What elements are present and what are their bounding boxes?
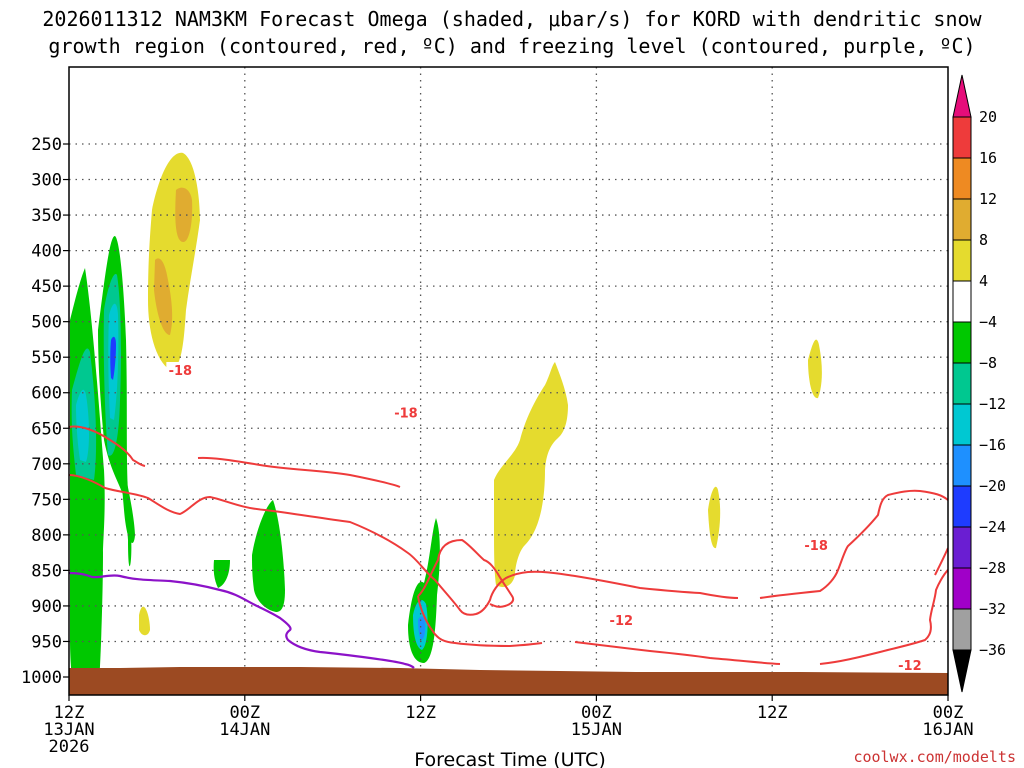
omega-region-cyan-1 (76, 389, 89, 462)
y-tick-label: 850 (31, 561, 62, 581)
colorbar-swatch (952, 239, 972, 282)
colorbar-swatch (952, 157, 972, 200)
x-tick-label: 16JAN (922, 720, 973, 740)
colorbar-swatch (952, 526, 972, 569)
x-tick-label: 12Z (54, 703, 85, 723)
colorbar: 20 16 12 8 4 −4 −8 −12 −16 −20 −24 −28 −32 −36 (952, 74, 1006, 693)
colorbar-swatch (952, 608, 972, 651)
omega-region-orange-2 (154, 258, 173, 335)
colorbar-label: −16 (979, 436, 1006, 454)
colorbar-label: 20 (979, 108, 997, 126)
source-credit: coolwx.com/modelts (853, 748, 1016, 766)
colorbar-label: −28 (979, 559, 1006, 577)
x-tick-label: 00Z (229, 703, 260, 723)
x-tick-label: 00Z (933, 703, 964, 723)
omega-region-yellow-4 (708, 486, 721, 549)
contour-label: -18 (804, 539, 828, 554)
contour-label-background (166, 361, 195, 377)
colorbar-label: 4 (979, 272, 988, 290)
colorbar-swatch (952, 198, 972, 241)
omega-region-yellow-2 (139, 606, 150, 636)
colorbar-label: 16 (979, 149, 997, 167)
x-tick-label: 12Z (757, 703, 788, 723)
omega-region-blue-6 (418, 616, 426, 640)
colorbar-swatch (952, 485, 972, 528)
chart-title-line-1: 2026011312 NAM3KM Forecast Omega (shaded… (42, 7, 982, 31)
colorbar-swatch (952, 116, 972, 159)
contour-label-background (607, 612, 636, 628)
colorbar-label: 12 (979, 190, 997, 208)
colorbar-top-triangle (952, 74, 972, 118)
contour-labels: -18 -18 -18 -12 -12 (166, 361, 924, 674)
dgz-contour-freeze-adjacent (417, 538, 515, 608)
y-tick-label: 450 (31, 277, 62, 297)
y-tick-label: 400 (31, 242, 62, 262)
colorbar-bottom-triangle (952, 649, 972, 693)
contour-label-background (895, 656, 924, 672)
omega-region-green-5 (213, 560, 230, 588)
colorbar-label: −32 (979, 600, 1006, 618)
colorbar-swatch (952, 280, 972, 323)
x-axis-label: Forecast Time (UTC) (414, 749, 605, 768)
contour-label-background (802, 536, 831, 552)
y-tick-label: 1000 (21, 668, 62, 688)
contour-label-background (391, 404, 420, 420)
x-tick-label: 12Z (405, 703, 436, 723)
y-tick-label: 750 (31, 490, 62, 510)
chart-title-line-2: growth region (contoured, red, ºC) and f… (48, 34, 976, 58)
omega-region-green-4 (252, 500, 285, 612)
y-axis-ticks: 250 300 350 400 450 500 550 600 650 700 750 800 850 9… (21, 135, 69, 688)
y-tick-label: 300 (31, 171, 62, 191)
omega-region-orange-1 (175, 187, 193, 243)
colorbar-swatch (952, 444, 972, 487)
dgz-contour-18-lower (69, 474, 948, 616)
colorbar-swatch (952, 403, 972, 446)
colorbar-label: −12 (979, 395, 1006, 413)
x-tick-label: 13JAN (43, 720, 94, 740)
contour-label: -12 (610, 614, 634, 629)
y-tick-label: 500 (31, 313, 62, 333)
colorbar-label: −24 (979, 518, 1006, 536)
y-tick-label: 250 (31, 135, 62, 155)
plot-frame (68, 66, 949, 696)
gridlines (69, 67, 948, 695)
x-tick-label: 14JAN (219, 720, 270, 740)
colorbar-swatch (952, 362, 972, 405)
x-tick-label: 15JAN (571, 720, 622, 740)
y-tick-label: 700 (31, 455, 62, 475)
y-tick-label: 800 (31, 526, 62, 546)
omega-region-yellow-3 (494, 362, 568, 587)
colorbar-label: −36 (979, 641, 1006, 659)
colorbar-label: −4 (979, 313, 997, 331)
dgz-contours (69, 425, 948, 665)
y-tick-label: 600 (31, 384, 62, 404)
y-tick-label: 900 (31, 597, 62, 617)
colorbar-label: 8 (979, 231, 988, 249)
y-tick-label: 350 (31, 206, 62, 226)
x-tick-label: 00Z (581, 703, 612, 723)
omega-region-blue-2 (110, 336, 116, 380)
y-tick-label: 650 (31, 419, 62, 439)
colorbar-swatch (952, 567, 972, 610)
dgz-contour-18-upper (69, 425, 401, 488)
y-tick-label: 550 (31, 348, 62, 368)
ground-surface (69, 667, 948, 695)
omega-region-yellow-5 (808, 339, 822, 399)
x-tick-label: 2026 (49, 737, 90, 757)
colorbar-swatch (952, 321, 972, 364)
dgz-contour-12 (417, 547, 948, 665)
contour-label: -12 (898, 659, 922, 674)
omega-region-green-3 (118, 440, 135, 543)
contour-label: -18 (394, 407, 418, 422)
contour-label: -18 (169, 364, 193, 379)
freezing-level-contour (68, 571, 415, 669)
colorbar-label: −20 (979, 477, 1006, 495)
omega-shading (70, 152, 822, 695)
colorbar-label: −8 (979, 354, 997, 372)
y-tick-label: 950 (31, 632, 62, 652)
